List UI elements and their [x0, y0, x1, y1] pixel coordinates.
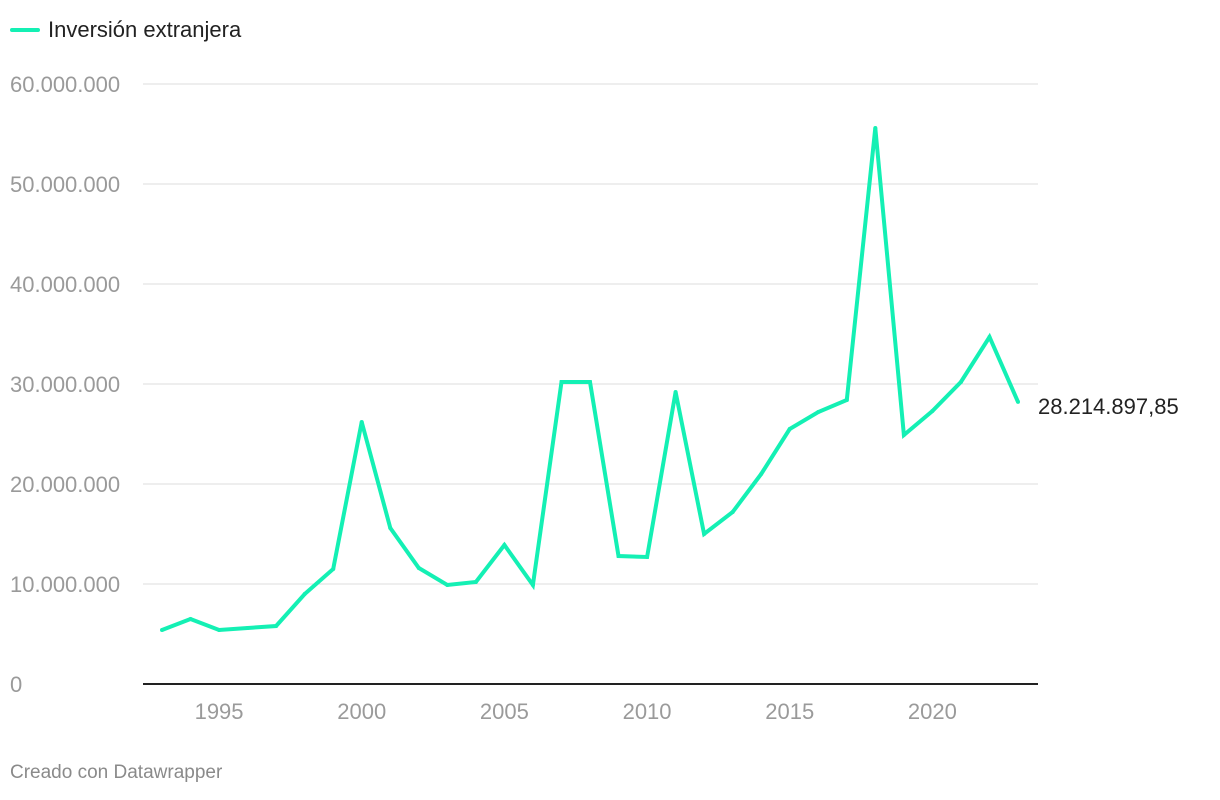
data-point: [445, 583, 450, 587]
data-point: [302, 592, 307, 596]
gridlines: [143, 83, 1038, 585]
x-tick-label: 2015: [765, 699, 814, 724]
x-axis-tick-labels: 1995 2000 2005 2010 2015 2020: [195, 699, 957, 724]
data-point: [588, 380, 592, 384]
y-tick-label: 20.000.000: [10, 472, 120, 497]
y-tick-label: 30.000.000: [10, 372, 120, 397]
data-point: [530, 583, 535, 587]
data-point: [873, 126, 878, 130]
data-point: [502, 543, 507, 547]
data-point: [616, 554, 621, 558]
y-tick-label: 0: [10, 672, 22, 697]
y-tick-label: 40.000.000: [10, 272, 120, 297]
data-point: [473, 580, 478, 584]
data-point: [844, 398, 849, 402]
data-point: [388, 526, 393, 530]
data-point: [416, 566, 421, 570]
x-tick-label: 2005: [480, 699, 529, 724]
series-layer: [160, 126, 1020, 633]
y-axis-tick-labels: 0 10.000.000 20.000.000 30.000.000 40.000.00…: [10, 72, 120, 697]
data-point: [987, 335, 992, 339]
data-point: [673, 390, 678, 394]
data-point: [816, 410, 821, 414]
y-tick-label: 60.000.000: [10, 72, 120, 97]
y-tick-label: 50.000.000: [10, 172, 120, 197]
data-point: [559, 380, 564, 384]
data-point: [901, 433, 906, 437]
x-tick-label: 2000: [337, 699, 386, 724]
x-tick-label: 2020: [908, 699, 957, 724]
data-point: [245, 626, 250, 630]
y-tick-label: 10.000.000: [10, 572, 120, 597]
data-point: [359, 420, 364, 424]
x-tick-label: 1995: [195, 699, 244, 724]
data-point: [1016, 399, 1020, 404]
data-point: [930, 409, 935, 413]
data-point: [188, 617, 193, 621]
x-tick-label: 2010: [623, 699, 672, 724]
legend: Inversión extranjera: [10, 14, 241, 46]
data-point: [160, 628, 164, 632]
data-point: [274, 624, 279, 628]
data-point: [217, 628, 222, 632]
data-point: [702, 532, 707, 536]
data-point: [645, 555, 650, 559]
end-value-label: 28.214.897,85: [1038, 394, 1179, 419]
series-line: [161, 127, 1020, 633]
data-point: [759, 472, 764, 476]
data-point: [958, 380, 963, 384]
data-point: [787, 427, 792, 431]
legend-swatch: [10, 28, 40, 32]
footer-credit: Creado con Datawrapper: [10, 762, 223, 783]
legend-label: Inversión extranjera: [48, 17, 242, 42]
data-point: [730, 510, 735, 514]
data-point: [331, 567, 336, 571]
